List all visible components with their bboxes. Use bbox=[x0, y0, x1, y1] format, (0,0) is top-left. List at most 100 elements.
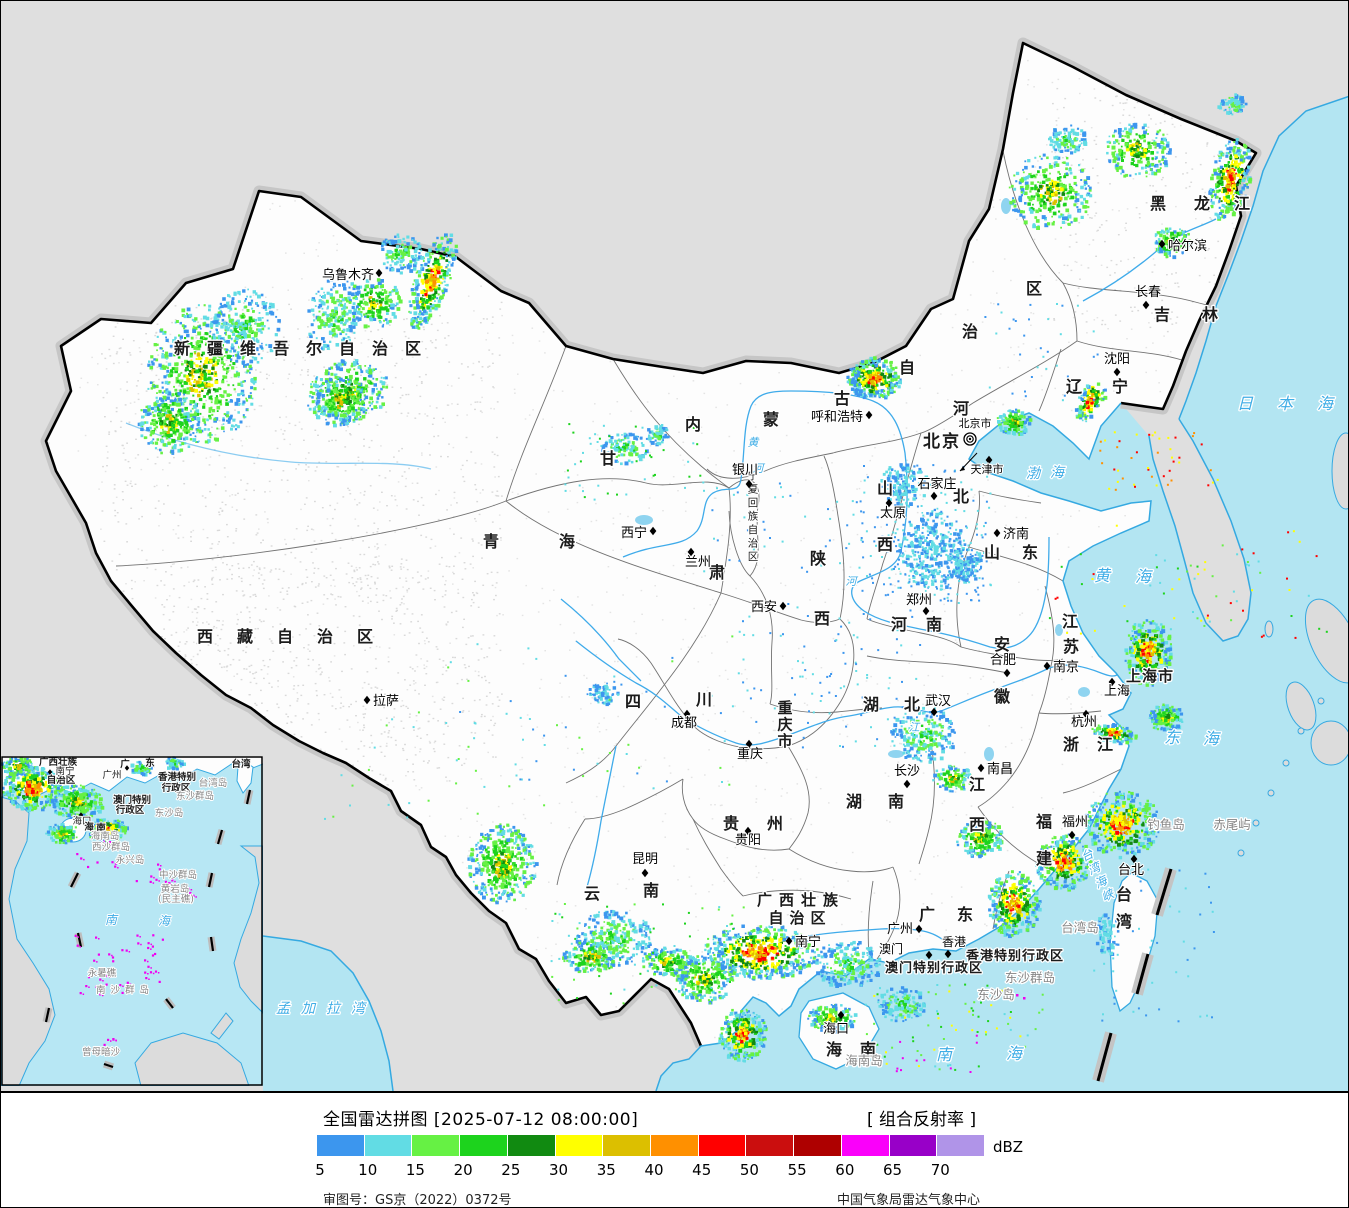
province-label: 辽 bbox=[1066, 377, 1083, 396]
tick-60: 60 bbox=[835, 1161, 855, 1179]
colorbar-seg-65 bbox=[889, 1135, 938, 1156]
approval-number: 审图号：GS京（2022）0372号 bbox=[323, 1193, 512, 1208]
city-label: 郑州 bbox=[906, 593, 932, 608]
city-label: 长沙 bbox=[894, 764, 920, 779]
lakes bbox=[635, 198, 1090, 761]
province-label: 上海市 bbox=[1126, 667, 1174, 685]
colorbar-ticks: 5 10 15 20 25 30 35 40 45 50 55 60 65 70 bbox=[1, 1161, 1348, 1179]
province-label: 甘 bbox=[600, 449, 616, 468]
inset-label: 广西壮族 bbox=[39, 756, 78, 768]
inset-label: 永暑礁 bbox=[88, 967, 117, 979]
city-label: 呼和浩特 bbox=[811, 410, 863, 425]
sea-label: 河 bbox=[846, 575, 859, 588]
province-label: 青 bbox=[483, 532, 499, 551]
inset-label: 永兴岛 bbox=[116, 854, 145, 866]
radar-echo-layer bbox=[137, 93, 1328, 1073]
colorbar-seg-35 bbox=[603, 1135, 652, 1156]
province-label: 建 bbox=[1036, 849, 1052, 868]
tick-35: 35 bbox=[596, 1161, 616, 1179]
colorbar-seg-55 bbox=[794, 1135, 842, 1156]
legend-panel: 全国雷达拼图 [2025-07-12 08:00:00] [ 组合反射率 ] d… bbox=[1, 1091, 1348, 1208]
sea-label: 孟加拉湾 bbox=[276, 1001, 376, 1017]
inset-label: 海 bbox=[158, 914, 172, 928]
inset-label: 东沙群岛 bbox=[176, 790, 214, 802]
inset-label: 东 bbox=[145, 757, 155, 769]
city-label: 昆明 bbox=[632, 852, 658, 867]
island-label: 赤尾屿 bbox=[1213, 817, 1251, 832]
city-label: 武汉 bbox=[925, 694, 951, 709]
province-label: 陕 bbox=[810, 549, 826, 568]
city-label: 杭州 bbox=[1071, 715, 1097, 730]
inset-label: 澳门特别 bbox=[113, 794, 151, 806]
inset-label: 海 bbox=[84, 821, 94, 833]
tick-50: 50 bbox=[739, 1161, 759, 1179]
city-label: 南宁 bbox=[795, 934, 821, 950]
sea-label: 海 bbox=[1006, 1044, 1024, 1063]
inset-label: 南 bbox=[105, 913, 119, 927]
east-sea bbox=[656, 96, 1348, 1091]
city-label: 南京 bbox=[1053, 659, 1079, 675]
city-label: 济南 bbox=[1003, 526, 1029, 542]
city-label: 长春 bbox=[1135, 285, 1161, 300]
city-label: 西安 bbox=[751, 600, 777, 615]
city-label: 合肥 bbox=[990, 653, 1016, 668]
national-border bbox=[44, 41, 1258, 1047]
city-label: 北京市 bbox=[959, 416, 992, 430]
city-label: 广州 bbox=[887, 922, 913, 937]
colorbar-seg-60 bbox=[841, 1135, 890, 1156]
province-label: 河 bbox=[953, 399, 969, 418]
city-label: 成都 bbox=[671, 716, 697, 731]
province-label: 宁夏回族自治区 bbox=[748, 469, 759, 563]
province-label: 古 bbox=[834, 389, 850, 408]
tick-40: 40 bbox=[644, 1161, 664, 1179]
tick-25: 25 bbox=[501, 1161, 521, 1179]
colorbar-seg-5 bbox=[317, 1135, 365, 1156]
inset-label: 行政区 bbox=[161, 782, 191, 794]
city-label: 海口 bbox=[823, 1022, 849, 1037]
colorbar-seg-70 bbox=[937, 1135, 986, 1156]
province-label: 川 bbox=[695, 690, 712, 709]
province-label: 西 bbox=[877, 535, 893, 554]
province-label: 香港特别行政区 bbox=[965, 948, 1064, 964]
province-label: 广 bbox=[919, 905, 935, 924]
province-label: 湖 bbox=[846, 792, 862, 811]
sea-label: 黄 bbox=[1094, 566, 1112, 585]
province-label: 山 bbox=[984, 543, 1000, 562]
sea-label: 河 bbox=[753, 462, 766, 475]
province-label: 宁 bbox=[1112, 377, 1128, 396]
province-label: 江 bbox=[969, 775, 985, 794]
city-label: 兰州 bbox=[685, 555, 711, 570]
inset-label: 海口 bbox=[72, 815, 91, 827]
island-label: 东沙群岛 bbox=[1005, 970, 1055, 985]
province-label: 山 bbox=[877, 479, 893, 498]
tick-70: 70 bbox=[930, 1161, 950, 1179]
tick-45: 45 bbox=[692, 1161, 712, 1179]
province-label: 浙 bbox=[1063, 735, 1079, 754]
province-label: 江 bbox=[1097, 735, 1113, 754]
province-label: 河 bbox=[891, 615, 907, 634]
province-label: 江 bbox=[1062, 612, 1078, 631]
city-label: 拉萨 bbox=[373, 694, 399, 709]
japan-islands bbox=[1237, 432, 1348, 857]
province-label: 自治区 bbox=[768, 909, 831, 927]
province-label: 福 bbox=[1035, 812, 1052, 831]
province-label: 黑 bbox=[1150, 194, 1166, 213]
province-label: 北京 bbox=[923, 431, 961, 452]
inset-label: 东沙岛 bbox=[155, 807, 184, 819]
map-labels: 新疆维吾尔自治区西藏自治区青 海内 蒙古自治区甘肃宁夏回族自治区山西陕西河北山 东河南… bbox=[173, 193, 1335, 1070]
coastlines bbox=[262, 95, 1348, 1092]
province-label: 海 bbox=[559, 532, 575, 551]
inset-label: 台湾 bbox=[231, 758, 251, 770]
province-label: 龙 bbox=[1193, 194, 1210, 213]
bay-of-bengal bbox=[263, 936, 393, 1091]
inset-label: 行政区 bbox=[115, 804, 145, 816]
sea-label: 江 bbox=[909, 721, 921, 734]
island-label: 海南岛 bbox=[845, 1053, 883, 1068]
province-label: 新疆维吾尔自治区 bbox=[174, 339, 438, 358]
map-title: 全国雷达拼图 [2025-07-12 08:00:00] bbox=[323, 1110, 639, 1130]
city-label: 石家庄 bbox=[917, 476, 956, 492]
inset-label: 广州 bbox=[102, 769, 121, 781]
island-label: 东沙岛 bbox=[977, 987, 1015, 1002]
